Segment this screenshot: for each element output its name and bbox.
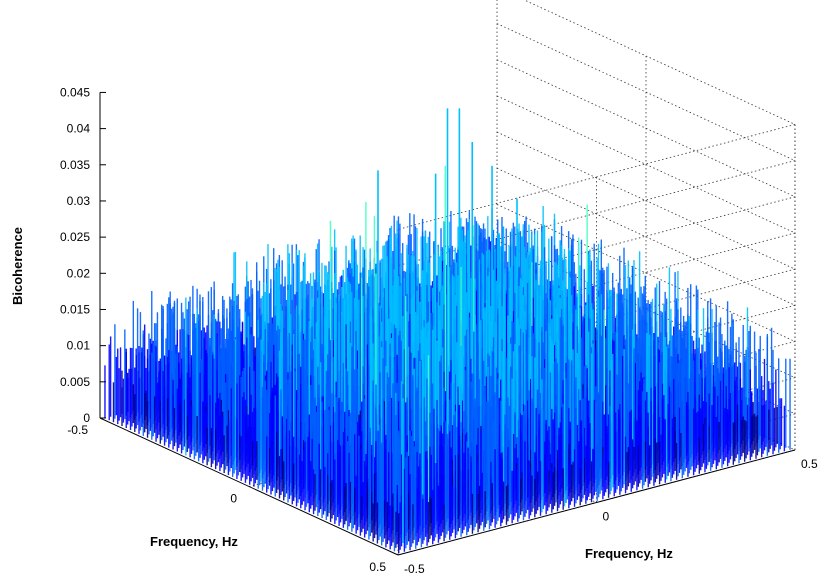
x-tick-label: 0 bbox=[230, 492, 237, 506]
y-axis-line bbox=[397, 449, 796, 556]
x-tick-label: -0.5 bbox=[67, 423, 88, 437]
y-axis-label: Frequency, Hz bbox=[585, 546, 673, 561]
z-tick-label: 0.04 bbox=[67, 122, 91, 136]
z-gridline bbox=[397, 23, 797, 266]
z-tick-label: 0.045 bbox=[60, 85, 90, 99]
surface-spikes bbox=[104, 108, 791, 554]
x-axis-line bbox=[99, 417, 399, 556]
z-axis-label: Bicoherence bbox=[10, 227, 25, 305]
y-tick-label: -0.5 bbox=[404, 562, 425, 576]
z-tick-label: 0.03 bbox=[67, 194, 91, 208]
z-tick-label: 0.005 bbox=[60, 375, 90, 389]
z-gridline bbox=[397, 95, 797, 339]
y-tick-label: 0.5 bbox=[801, 457, 818, 471]
z-tick-label: 0.025 bbox=[60, 230, 90, 244]
z-tick-label: 0.035 bbox=[60, 158, 90, 172]
z-tick-label: 0.01 bbox=[67, 339, 91, 353]
tick-labels: 0 0.005 0.01 0.015 0.02 0.025 0.03 0.035 0.04 0.0… bbox=[60, 85, 818, 576]
x-tick-label: 0.5 bbox=[369, 560, 386, 574]
z-gridline bbox=[397, 59, 797, 303]
x-axis-label: Frequency, Hz bbox=[150, 534, 238, 549]
z-tick-label: 0 bbox=[83, 411, 90, 425]
y-tick-label: 0 bbox=[603, 510, 610, 524]
z-tick-label: 0.02 bbox=[67, 266, 91, 280]
z-gridline bbox=[397, 0, 797, 230]
z-tick-label: 0.015 bbox=[60, 302, 90, 316]
